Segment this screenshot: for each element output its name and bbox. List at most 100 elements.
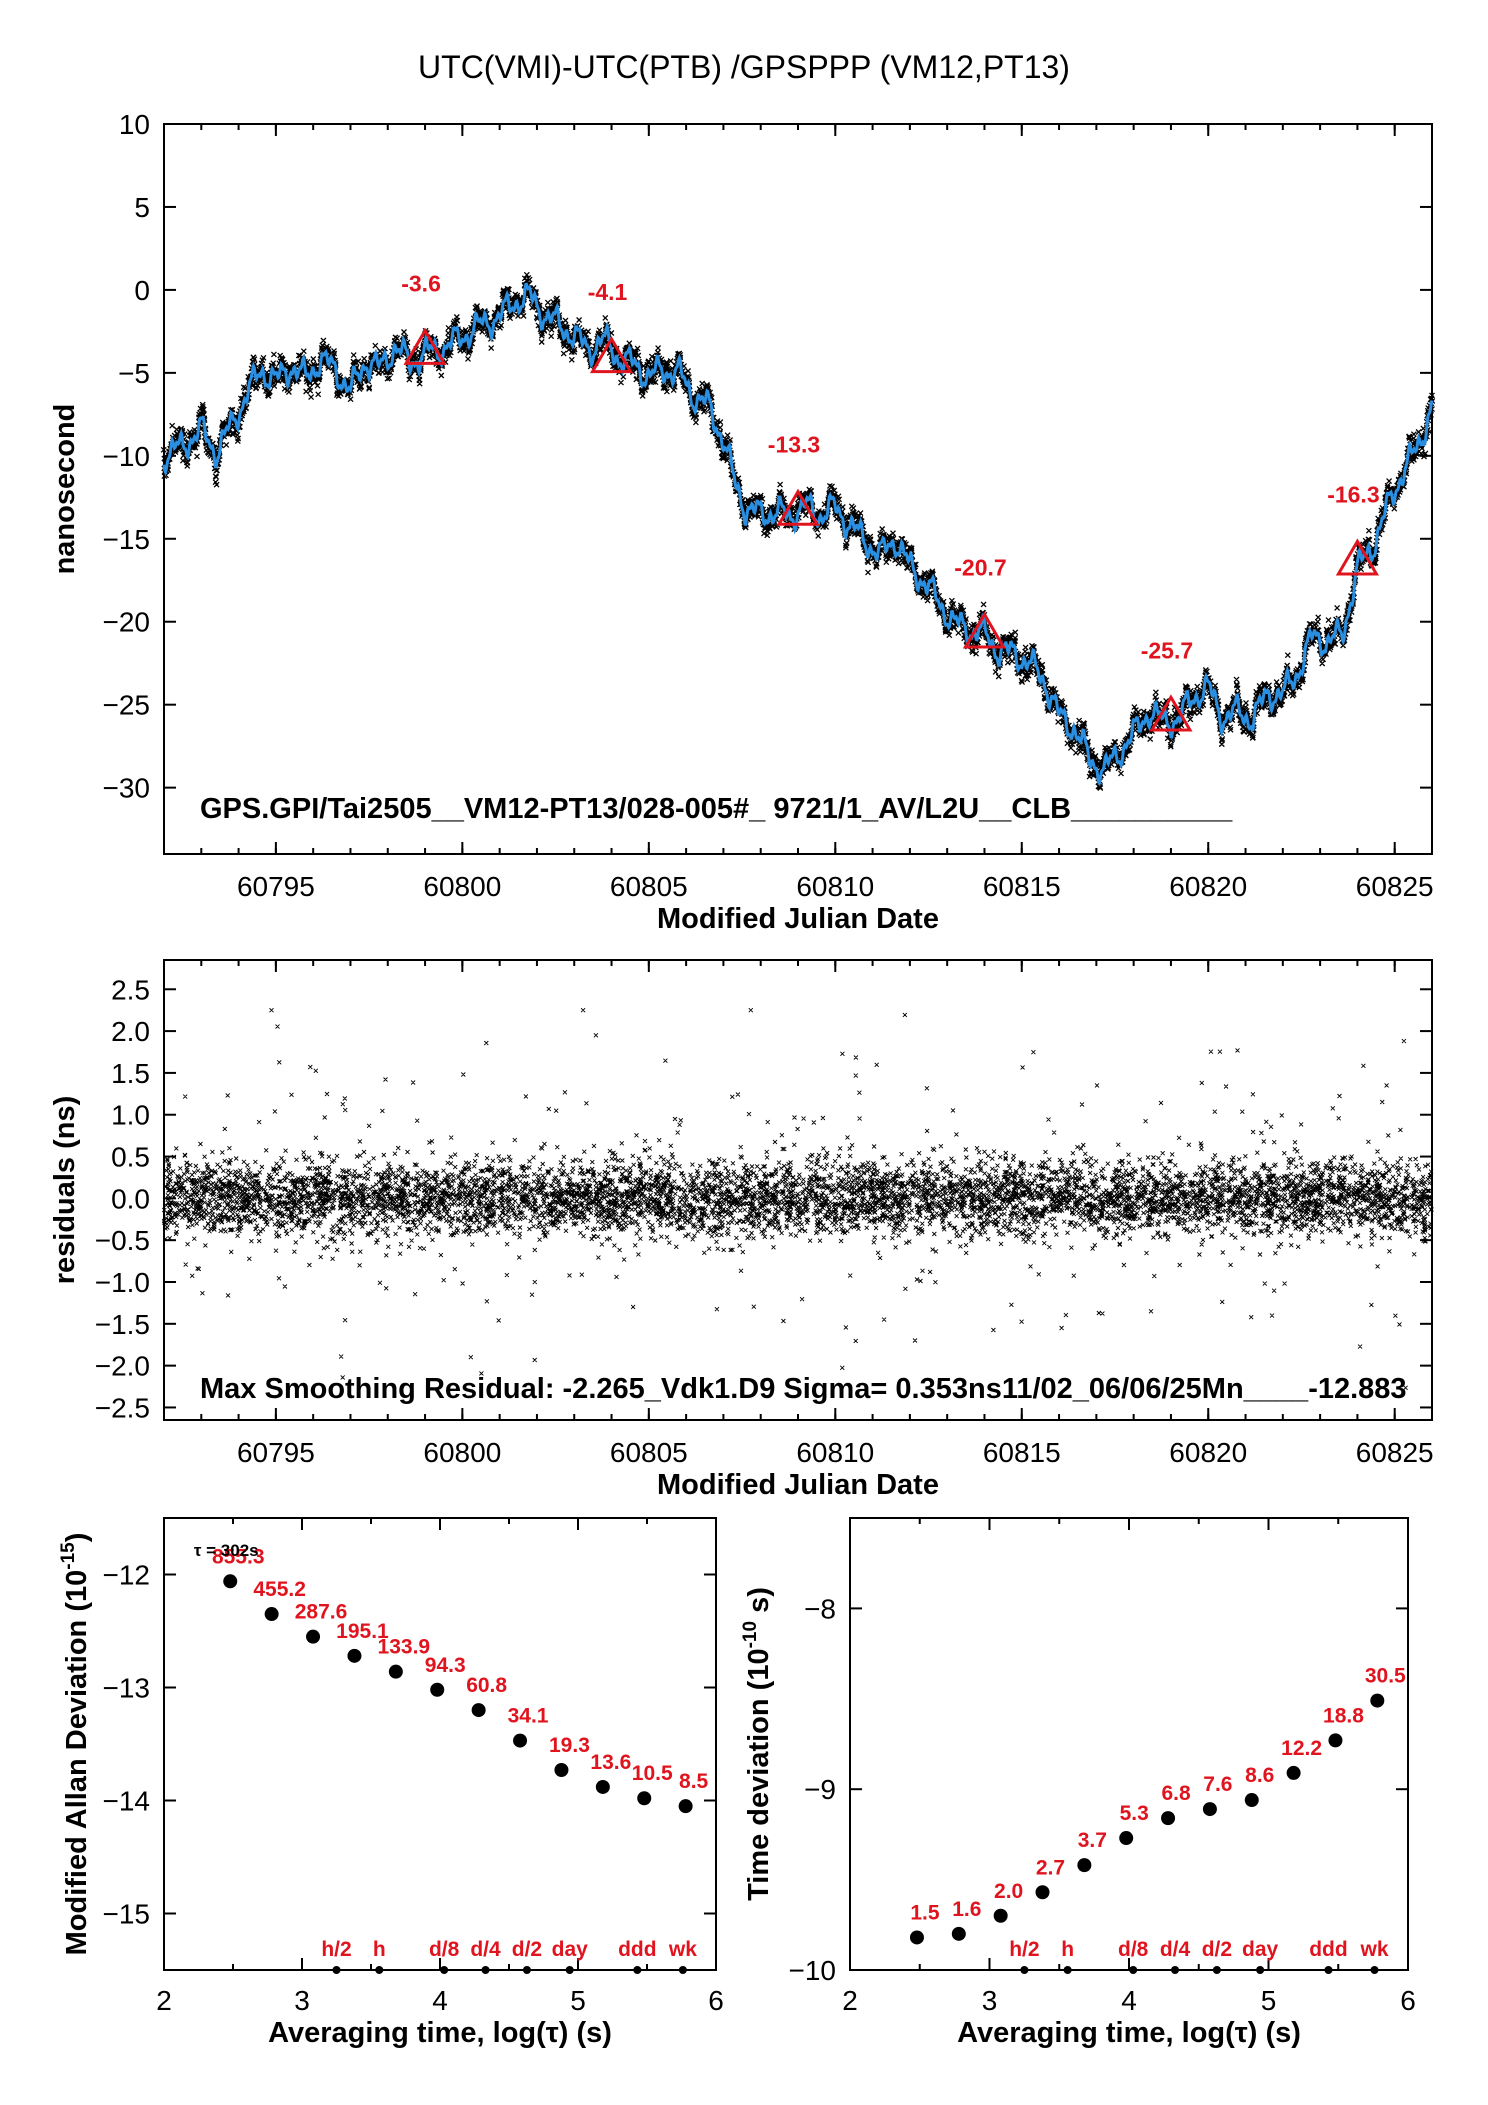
mdev-ytick-label: −13 (103, 1673, 151, 1704)
tdev-interval-label: d/8 (1118, 1938, 1149, 1961)
mdev-xtick-label: 5 (570, 1985, 586, 2016)
mdev-point-label: 13.6 (590, 1751, 631, 1774)
mdev-point-label: 133.9 (378, 1636, 431, 1659)
mdev-xtick-label: 2 (156, 1985, 172, 2016)
residuals-plot: 60795 60800 60805 60810 60815 60820 60825 2.5 2.… (49, 959, 1434, 1501)
residuals-xtick-label: 60795 (237, 1437, 315, 1468)
tdev-point (993, 1908, 1008, 1923)
tdev-point (909, 1930, 924, 1945)
main-marker-triangle (403, 327, 447, 365)
mdev-plot: 2 3 4 5 6 −12 −13 −14 −15 Averaging time, log(τ) … (58, 1517, 724, 2049)
mdev-ylabel-end: ) (61, 1533, 93, 1543)
residuals-xtick-label: 60800 (423, 1437, 501, 1468)
tdev-interval-marker (1212, 1966, 1221, 1974)
main-ytick-label: 0 (134, 275, 150, 306)
main-marker-triangle (589, 335, 634, 374)
main-marker-triangle (1335, 538, 1380, 576)
main-smoothed-line (162, 282, 1434, 787)
tdev-point (1370, 1693, 1385, 1708)
main-xtick-label: 60805 (610, 871, 688, 902)
tdev-xlabel: Averaging time, log(τ) (s) (957, 2017, 1301, 2049)
mdev-interval-marker (522, 1966, 531, 1974)
residuals-ylabel: residuals (ns) (49, 1096, 81, 1285)
main-ylabel: nanosecond (49, 404, 81, 575)
tdev-xtick-label: 5 (1261, 1985, 1277, 2016)
mdev-point (637, 1791, 652, 1806)
residuals-ytick-label: 0.5 (111, 1142, 150, 1173)
mdev-point (347, 1648, 362, 1663)
tdev-ylabel: Time deviation (10-10 s) (740, 1587, 775, 1901)
tdev-point (1077, 1858, 1092, 1873)
main-xlabel: Modified Julian Date (657, 903, 939, 935)
mdev-tau-note: τ = 302s (194, 1541, 259, 1560)
mdev-point-label: 94.3 (425, 1654, 466, 1677)
tdev-interval-marker (1370, 1966, 1379, 1974)
main-xtick-label: 60810 (796, 871, 874, 902)
mdev-interval-label: h (373, 1938, 386, 1961)
main-xtick-label: 60800 (423, 871, 501, 902)
mdev-ytick-label: −14 (103, 1786, 151, 1817)
residuals-ytick-label: −2.5 (95, 1392, 150, 1423)
main-xtick-label: 60815 (983, 871, 1061, 902)
main-footer-text: GPS.GPI/Tai2505__VM12-PT13/028-005#_ 972… (200, 793, 1233, 825)
tdev-interval-label: day (1242, 1938, 1279, 1961)
tdev-point-label: 1.6 (952, 1898, 981, 1921)
tdev-interval-marker (1324, 1966, 1333, 1974)
main-marker-label: -13.3 (768, 432, 820, 458)
tdev-interval-label: ddd (1309, 1938, 1347, 1961)
tdev-point-label: 2.7 (1036, 1856, 1065, 1879)
mdev-ytick-label: −15 (103, 1899, 151, 1930)
mdev-point (678, 1799, 693, 1814)
main-ytick-label: −15 (103, 524, 151, 555)
tdev-interval-label: d/2 (1202, 1938, 1232, 1961)
residuals-xlabel: Modified Julian Date (657, 1469, 939, 1501)
tdev-interval-marker (1020, 1966, 1029, 1974)
main-ytick-label: −30 (103, 773, 151, 804)
main-ytick-label: 10 (119, 109, 150, 140)
main-ytick-label: −10 (103, 441, 151, 472)
tdev-point-label: 7.6 (1203, 1773, 1232, 1796)
residuals-ytick-label: 2.0 (111, 1016, 150, 1047)
main-ytick-label: −25 (103, 690, 151, 721)
residuals-xtick-label: 60825 (1356, 1437, 1434, 1468)
main-xtick-label: 60795 (237, 871, 315, 902)
mdev-interval-label: d/2 (512, 1938, 542, 1961)
residuals-ytick-label: −1.0 (95, 1267, 150, 1298)
tdev-interval-label: d/4 (1160, 1938, 1191, 1961)
main-marker-triangle (1149, 694, 1193, 732)
mdev-point-label: 195.1 (336, 1620, 389, 1643)
tdev-interval-marker (1063, 1966, 1072, 1974)
tdev-xtick-label: 2 (842, 1985, 858, 2016)
mdev-interval-marker (633, 1966, 642, 1974)
main-scatter-marks (160, 271, 1436, 791)
tdev-point (1119, 1831, 1134, 1846)
tdev-point-label: 30.5 (1365, 1665, 1406, 1688)
tdev-interval-label: h (1061, 1938, 1074, 1961)
main-xtick-label: 60820 (1169, 871, 1247, 902)
mdev-point (264, 1607, 279, 1622)
tdev-point (1202, 1802, 1217, 1817)
mdev-interval-marker (565, 1966, 574, 1974)
tdev-point (1161, 1811, 1176, 1826)
mdev-point-label: 34.1 (508, 1705, 549, 1728)
mdev-point (471, 1703, 486, 1718)
mdev-point (554, 1762, 569, 1777)
mdev-point-label: 855.3 (212, 1545, 265, 1568)
residuals-ytick-label: −2.0 (95, 1351, 150, 1382)
main-marker-label: -16.3 (1327, 481, 1379, 507)
tdev-point-label: 3.7 (1078, 1829, 1107, 1852)
mdev-ytick-label: −12 (103, 1560, 151, 1591)
mdev-interval-label: d/8 (429, 1938, 460, 1961)
mdev-interval-label: h/2 (321, 1938, 351, 1961)
tdev-point-label: 12.2 (1281, 1737, 1322, 1760)
tdev-point (1286, 1765, 1301, 1780)
residuals-xtick-label: 60805 (610, 1437, 688, 1468)
mdev-xlabel: Averaging time, log(τ) (s) (268, 2017, 612, 2049)
tdev-point-label: 5.3 (1120, 1802, 1149, 1825)
tdev-xtick-label: 4 (1121, 1985, 1137, 2016)
mdev-point (223, 1574, 238, 1589)
mdev-interval-marker (332, 1966, 341, 1974)
residuals-ytick-label: 1.0 (111, 1100, 150, 1131)
residuals-ytick-label: 2.5 (111, 974, 150, 1005)
